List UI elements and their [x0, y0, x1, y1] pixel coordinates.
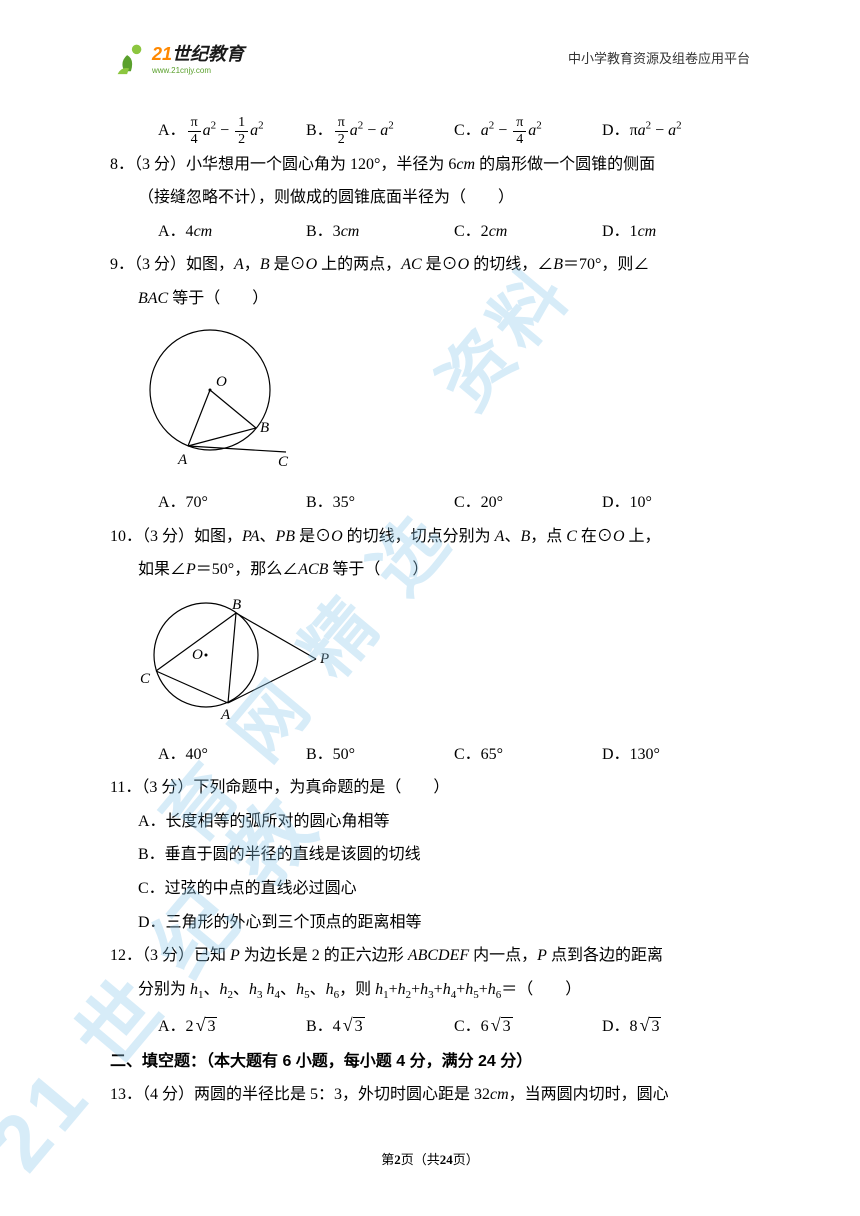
option-b: B．垂直于圆的半径的直线是该圆的切线: [110, 838, 750, 872]
option-c: C．63: [454, 1007, 602, 1045]
svg-text:C: C: [140, 671, 151, 687]
q10-text-cont: 如果∠P＝50°，那么∠ACB 等于（ ）: [110, 553, 750, 587]
page-header: 21世纪教育 www.21cnjy.com 中小学教育资源及组卷应用平台: [0, 0, 860, 84]
page-content: A．π4a2 − 12a2 B．π2a2 − a2 C．a2 − π4a2 D．…: [0, 84, 860, 1112]
svg-text:B: B: [232, 597, 241, 613]
option-a: A．长度相等的弧所对的圆心角相等: [110, 805, 750, 839]
option-b: B．3cm: [306, 215, 454, 249]
option-c: C．过弦的中点的直线必过圆心: [110, 872, 750, 906]
option-b: B．43: [306, 1007, 454, 1045]
svg-text:O: O: [216, 374, 227, 390]
q9-options: A．70° B．35° C．20° D．10°: [110, 486, 750, 520]
q9-diagram: O A B C: [138, 322, 750, 485]
section-2-title: 二、填空题：（本大题有 6 小题，每小题 4 分，满分 24 分）: [110, 1045, 750, 1079]
svg-text:A: A: [220, 707, 231, 723]
svg-text:P: P: [319, 651, 329, 667]
option-d: D．1cm: [602, 215, 750, 249]
option-a: A．70°: [158, 486, 306, 520]
logo-text: 21世纪教育: [152, 40, 244, 66]
q12-text-cont: 分别为 h1、h2、h3 h4、h5、h6，则 h1+h2+h3+h4+h5+h…: [110, 973, 750, 1007]
q9-text: 9．（3 分）如图，A，B 是⊙O 上的两点，AC 是⊙O 的切线，∠B＝70°…: [110, 248, 750, 282]
svg-text:B: B: [260, 420, 269, 436]
q7-options: A．π4a2 − 12a2 B．π2a2 − a2 C．a2 − π4a2 D．…: [110, 114, 750, 148]
option-c: C．65°: [454, 738, 602, 772]
svg-text:C: C: [278, 454, 289, 470]
option-c: C．20°: [454, 486, 602, 520]
logo-url: www.21cnjy.com: [152, 66, 244, 75]
option-c: C．2cm: [454, 215, 602, 249]
q10-options: A．40° B．50° C．65° D．130°: [110, 738, 750, 772]
option-a: A．23: [158, 1007, 306, 1045]
svg-text:O: O: [192, 647, 203, 663]
option-a: A．40°: [158, 738, 306, 772]
q11-text: 11．（3 分）下列命题中，为真命题的是（ ）: [110, 771, 750, 805]
option-a: A．π4a2 − 12a2: [158, 114, 306, 148]
logo: 21世纪教育 www.21cnjy.com: [110, 38, 244, 76]
option-d: D．10°: [602, 486, 750, 520]
q10-diagram: O A B C P: [138, 593, 750, 736]
header-subtitle: 中小学教育资源及组卷应用平台: [568, 48, 750, 67]
q8-text-cont: （接缝忽略不计），则做成的圆锥底面半径为（ ）: [110, 181, 750, 215]
option-c: C．a2 − π4a2: [454, 114, 602, 148]
q9-text-cont: BAC 等于（ ）: [110, 282, 750, 316]
q8-text: 8．（3 分）小华想用一个圆心角为 120°，半径为 6cm 的扇形做一个圆锥的…: [110, 148, 750, 182]
svg-text:A: A: [177, 452, 188, 468]
logo-icon: [110, 38, 148, 76]
option-b: B．35°: [306, 486, 454, 520]
option-d: D．83: [602, 1007, 750, 1045]
option-b: B．π2a2 − a2: [306, 114, 454, 148]
option-d: D．130°: [602, 738, 750, 772]
q10-text: 10．（3 分）如图，PA、PB 是⊙O 的切线，切点分别为 A、B，点 C 在…: [110, 520, 750, 554]
option-d: D．πa2 − a2: [602, 114, 750, 148]
option-d: D．三角形的外心到三个顶点的距离相等: [110, 906, 750, 940]
option-b: B．50°: [306, 738, 454, 772]
q12-text: 12．（3 分）已知 P 为边长是 2 的正六边形 ABCDEF 内一点，P 点…: [110, 939, 750, 973]
q8-options: A．4cm B．3cm C．2cm D．1cm: [110, 215, 750, 249]
q13-text: 13．（4 分）两圆的半径比是 5：3，外切时圆心距是 32cm，当两圆内切时，…: [110, 1078, 750, 1112]
q12-options: A．23 B．43 C．63 D．83: [110, 1007, 750, 1045]
page-footer: 第2页（共24页）: [0, 1149, 860, 1168]
option-a: A．4cm: [158, 215, 306, 249]
